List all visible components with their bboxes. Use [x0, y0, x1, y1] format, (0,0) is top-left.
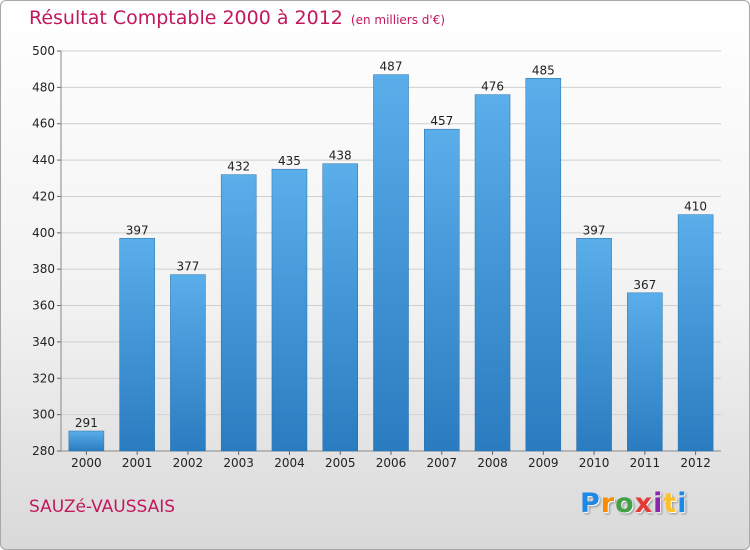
x-tick-label-2004: 2004 — [274, 456, 305, 470]
y-tick-label: 440 — [32, 153, 55, 167]
value-label-2008: 476 — [481, 80, 504, 94]
value-label-2007: 457 — [430, 114, 453, 128]
x-tick-label-2001: 2001 — [122, 456, 153, 470]
y-tick-label: 420 — [32, 189, 55, 203]
x-tick-label-2003: 2003 — [223, 456, 254, 470]
labels: 280 300 320 340 360 380 400 420 440 460 480 500 291 2… — [32, 44, 711, 470]
chart-title: Résultat Comptable 2000 à 2012 (en millie… — [29, 7, 445, 29]
x-tick-label-2010: 2010 — [579, 456, 610, 470]
proxiti-logo: Proxiti — [580, 488, 688, 519]
x-tick-label-2007: 2007 — [426, 456, 457, 470]
bar-2010 — [576, 238, 612, 452]
y-tick-label: 480 — [32, 80, 55, 94]
x-tick-label-2011: 2011 — [630, 456, 661, 470]
logo-letter: t — [663, 488, 678, 519]
value-label-2009: 485 — [532, 63, 555, 77]
logo-letter: x — [634, 488, 654, 519]
y-tick-label: 460 — [32, 117, 55, 131]
value-label-2002: 377 — [176, 260, 199, 274]
logo-letter: P — [580, 488, 601, 519]
x-tick-label-2000: 2000 — [71, 456, 102, 470]
x-tick-label-2012: 2012 — [680, 456, 711, 470]
value-label-2003: 432 — [227, 160, 250, 174]
value-label-2010: 397 — [583, 223, 606, 237]
y-tick-label: 400 — [32, 226, 55, 240]
bar-2011 — [627, 292, 663, 452]
bar-2006 — [373, 74, 409, 452]
value-label-2001: 397 — [126, 223, 149, 237]
x-tick-label-2008: 2008 — [477, 456, 508, 470]
bar-2007 — [424, 128, 460, 452]
bar-2002 — [170, 274, 206, 452]
bars — [68, 74, 714, 452]
x-tick-label-2006: 2006 — [376, 456, 407, 470]
logo-letter: r — [600, 488, 616, 519]
y-tick-label: 360 — [32, 299, 55, 313]
bar-2004 — [271, 168, 308, 452]
chart-subtitle: (en milliers d'€) — [350, 13, 446, 27]
value-label-2004: 435 — [278, 154, 301, 168]
y-tick-label: 280 — [32, 444, 55, 458]
bar-2008 — [474, 94, 511, 452]
value-label-2011: 367 — [633, 278, 656, 292]
bar-2009 — [525, 78, 562, 452]
logo-letter: i — [677, 488, 688, 519]
y-tick-label: 500 — [32, 44, 55, 58]
bar-2000 — [68, 430, 105, 452]
value-label-2005: 438 — [329, 149, 352, 163]
commune-name: SAUZé-VAUSSAIS — [29, 497, 176, 517]
value-label-2006: 487 — [380, 60, 403, 74]
chart-title-text: Résultat Comptable 2000 à 2012 — [29, 7, 343, 29]
x-tick-label-2005: 2005 — [325, 456, 356, 470]
y-tick-label: 320 — [32, 371, 55, 385]
bar-2003 — [220, 174, 257, 452]
y-tick-label: 300 — [32, 408, 55, 422]
logo-letter: o — [615, 488, 635, 519]
y-tick-label: 340 — [32, 335, 55, 349]
x-tick-label-2002: 2002 — [173, 456, 204, 470]
bar-2012 — [677, 214, 714, 452]
value-label-2000: 291 — [75, 416, 98, 430]
x-tick-label-2009: 2009 — [528, 456, 559, 470]
value-label-2012: 410 — [684, 200, 707, 214]
y-tick-label: 380 — [32, 262, 55, 276]
bar-2001 — [119, 238, 155, 452]
bar-2005 — [322, 163, 358, 452]
logo-letter: i — [653, 488, 664, 519]
